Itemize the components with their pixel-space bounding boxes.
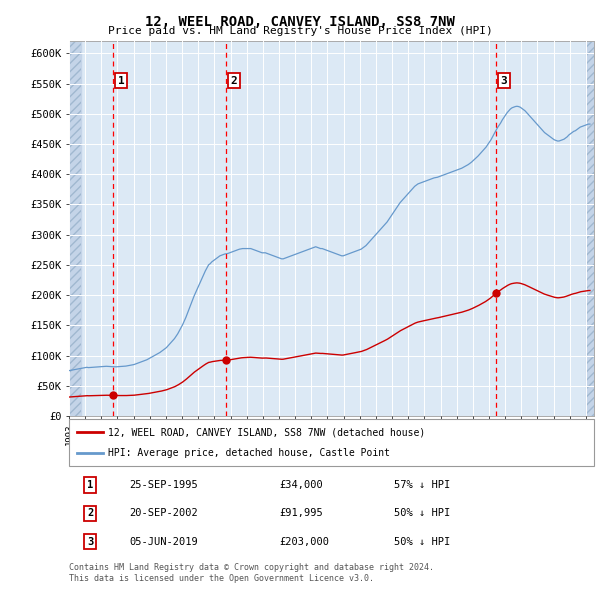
Text: £91,995: £91,995 bbox=[279, 509, 323, 518]
Text: 2: 2 bbox=[231, 76, 238, 86]
Text: £203,000: £203,000 bbox=[279, 537, 329, 546]
Text: 57% ↓ HPI: 57% ↓ HPI bbox=[395, 480, 451, 490]
Text: 12, WEEL ROAD, CANVEY ISLAND, SS8 7NW (detached house): 12, WEEL ROAD, CANVEY ISLAND, SS8 7NW (d… bbox=[109, 427, 425, 437]
Text: 1: 1 bbox=[87, 480, 93, 490]
Text: 25-SEP-1995: 25-SEP-1995 bbox=[130, 480, 198, 490]
Text: 50% ↓ HPI: 50% ↓ HPI bbox=[395, 537, 451, 546]
Text: Price paid vs. HM Land Registry's House Price Index (HPI): Price paid vs. HM Land Registry's House … bbox=[107, 26, 493, 36]
Text: 50% ↓ HPI: 50% ↓ HPI bbox=[395, 509, 451, 518]
Text: 20-SEP-2002: 20-SEP-2002 bbox=[130, 509, 198, 518]
Text: £34,000: £34,000 bbox=[279, 480, 323, 490]
Bar bbox=[69, 41, 81, 416]
Text: Contains HM Land Registry data © Crown copyright and database right 2024.
This d: Contains HM Land Registry data © Crown c… bbox=[69, 563, 434, 583]
Bar bbox=[586, 41, 594, 416]
Text: 2: 2 bbox=[87, 509, 93, 518]
FancyBboxPatch shape bbox=[69, 419, 594, 466]
Bar bbox=[69, 41, 81, 416]
Text: HPI: Average price, detached house, Castle Point: HPI: Average price, detached house, Cast… bbox=[109, 448, 391, 458]
Text: 12, WEEL ROAD, CANVEY ISLAND, SS8 7NW: 12, WEEL ROAD, CANVEY ISLAND, SS8 7NW bbox=[145, 15, 455, 29]
Text: 05-JUN-2019: 05-JUN-2019 bbox=[130, 537, 198, 546]
Bar bbox=[586, 41, 594, 416]
Text: 3: 3 bbox=[501, 76, 508, 86]
Text: 1: 1 bbox=[118, 76, 125, 86]
Text: 3: 3 bbox=[87, 537, 93, 546]
